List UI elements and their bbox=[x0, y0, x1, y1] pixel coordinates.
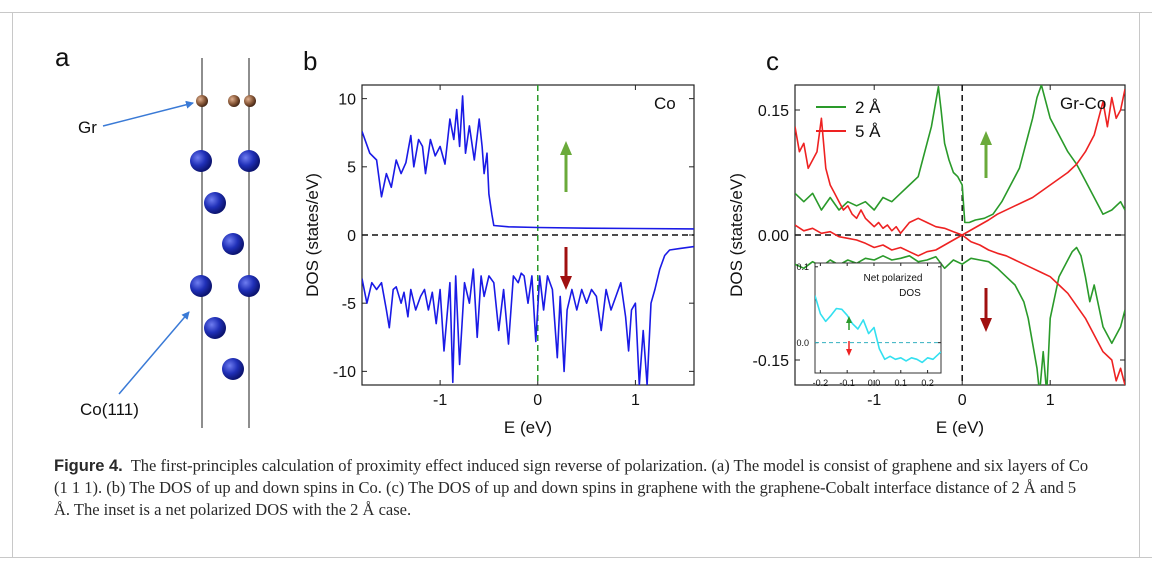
panel-a-letter: a bbox=[55, 42, 70, 72]
inset-xtick-label: -0.1 bbox=[839, 378, 855, 388]
cobalt-atom bbox=[204, 192, 226, 214]
inset-title-line2: DOS bbox=[899, 288, 921, 299]
cobalt-atom bbox=[190, 150, 212, 172]
plot-c-ylabel: DOS (states/eV) bbox=[727, 173, 746, 297]
cobalt-atom bbox=[238, 150, 260, 172]
plot-c-series-line bbox=[795, 89, 1125, 236]
caption-label: Figure 4. bbox=[54, 457, 123, 475]
plot-c-series-line bbox=[795, 246, 1125, 385]
panel-c: c -1 0 1 0.15 0.00 -0.15 Gr-Co E (eV) DOS (st… bbox=[727, 46, 1126, 437]
legend-label-2A: 2 Å bbox=[855, 98, 881, 117]
plot-b-series-line bbox=[362, 245, 694, 385]
legend-label-5A: 5 Å bbox=[855, 122, 881, 141]
cobalt-atom bbox=[238, 275, 260, 297]
caption-text: The first-principles calculation of prox… bbox=[54, 456, 1089, 519]
plot-b-ytick-label: -10 bbox=[333, 364, 356, 381]
graphene-atom bbox=[196, 95, 208, 107]
spin-down-arrow-c bbox=[980, 288, 992, 332]
plot-c-legend-title: Gr-Co bbox=[1060, 94, 1106, 113]
inset-xtick-label: 0.0 bbox=[868, 378, 881, 388]
frame-top-rule bbox=[0, 12, 1152, 13]
cobalt-atom bbox=[222, 233, 244, 255]
plot-b-xtick-label: 0 bbox=[533, 392, 542, 409]
cobalt-atom bbox=[190, 275, 212, 297]
plot-c-ytick-label: 0.00 bbox=[758, 228, 789, 245]
plot-b-ytick-label: -5 bbox=[342, 296, 356, 313]
cobalt-atom bbox=[204, 317, 226, 339]
plot-b-legend: Co bbox=[654, 94, 676, 113]
inset-xtick-label: -0.2 bbox=[813, 378, 829, 388]
panel-a: a Gr Co(111) bbox=[55, 42, 260, 428]
cobalt-atoms bbox=[190, 150, 260, 380]
pointer-co bbox=[118, 311, 190, 395]
spin-up-arrow-c bbox=[980, 131, 992, 178]
graphene-atoms bbox=[196, 95, 256, 107]
plot-b-ytick-label: 0 bbox=[347, 228, 356, 245]
inset-xtick-label: 0.2 bbox=[921, 378, 934, 388]
label-co111: Co(111) bbox=[80, 400, 139, 419]
inset-frame bbox=[814, 262, 942, 374]
plot-c-xlabel: E (eV) bbox=[936, 418, 984, 437]
spin-down-arrow-b bbox=[560, 247, 572, 290]
panel-b-letter: b bbox=[303, 46, 317, 76]
inset-net-dos: -0.2 -0.1 0.0 0.1 0.2 0.1 0.0 Net polarized DO… bbox=[796, 262, 942, 388]
inset-title-line1: Net polarized bbox=[864, 273, 923, 284]
plot-c-xtick-label: 0 bbox=[958, 392, 967, 409]
plot-b-series-line bbox=[362, 95, 694, 230]
plot-c-xtick-label: 1 bbox=[1046, 392, 1055, 409]
pointer-gr bbox=[102, 100, 194, 127]
inset-ytick-label: 0.0 bbox=[796, 338, 809, 348]
spin-up-arrow-b bbox=[560, 141, 572, 192]
inset-ytick-label: 0.1 bbox=[796, 262, 809, 272]
plot-b-ylabel: DOS (states/eV) bbox=[303, 173, 322, 297]
frame-right-rule bbox=[1139, 12, 1140, 558]
cobalt-atom bbox=[222, 358, 244, 380]
panel-c-letter: c bbox=[766, 46, 779, 76]
figure-caption: Figure 4. The first-principles calculati… bbox=[54, 455, 1094, 521]
plot-c-series-line bbox=[795, 224, 1125, 385]
plot-b-xlabel: E (eV) bbox=[504, 418, 552, 437]
plot-c-ytick-label: -0.15 bbox=[753, 353, 790, 370]
plot-b-ytick-label: 5 bbox=[347, 160, 356, 177]
plot-b-xtick-label: -1 bbox=[433, 392, 447, 409]
frame-bottom-rule bbox=[0, 557, 1152, 558]
inset-xtick-label: 0.1 bbox=[895, 378, 908, 388]
plot-c-ytick-label: 0.15 bbox=[758, 103, 789, 120]
graphene-atom bbox=[244, 95, 256, 107]
inset-spin-up-arrow bbox=[846, 316, 852, 330]
legend-c: 2 Å 5 Å bbox=[816, 98, 881, 141]
plot-b-xtick-label: 1 bbox=[631, 392, 640, 409]
plot-c-xtick-label: -1 bbox=[867, 392, 881, 409]
graphene-atom bbox=[228, 95, 240, 107]
label-gr: Gr bbox=[78, 118, 97, 137]
plot-c-series-line bbox=[795, 85, 1125, 224]
inset-series-line bbox=[815, 295, 941, 364]
inset-spin-down-arrow bbox=[846, 341, 852, 356]
plot-b-ytick-label: 10 bbox=[338, 91, 356, 108]
frame-left-rule bbox=[12, 12, 13, 558]
